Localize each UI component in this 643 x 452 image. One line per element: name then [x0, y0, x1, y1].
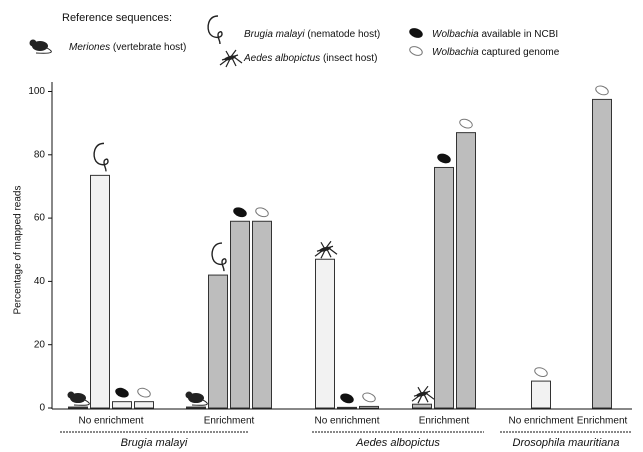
icon [30, 40, 52, 54]
icon-cell [340, 392, 355, 404]
legend-entry: Wolbachia available in NCBI [432, 29, 558, 40]
chart: Reference sequences: Percentage of mappe… [0, 0, 643, 452]
legend-note: (vertebrate host) [113, 42, 186, 53]
icon [437, 152, 452, 164]
icon-cell [534, 366, 549, 378]
bar [135, 402, 154, 408]
bar [360, 406, 379, 408]
icon-cell [437, 152, 452, 164]
icon [409, 27, 424, 39]
legend-entry: Brugia malayi (nematode host) [244, 29, 380, 40]
icon-worm [94, 143, 108, 171]
icon-cell [409, 27, 424, 39]
bar [316, 259, 335, 408]
bar [231, 221, 250, 408]
icon-worm [208, 16, 222, 44]
icon [186, 392, 208, 406]
x-tick-label: Enrichment [577, 416, 628, 427]
legend-note: (insect host) [323, 53, 377, 64]
legend-name: Brugia malayi [244, 29, 305, 40]
y-tick-label: 100 [28, 86, 45, 97]
icon [534, 366, 549, 378]
icon [459, 118, 474, 130]
icon-cell [137, 387, 152, 399]
icon-cell [362, 391, 377, 403]
legend-name: Wolbachia [432, 47, 479, 58]
bar [532, 381, 551, 408]
icon-cell [409, 45, 424, 57]
icon-head [186, 392, 193, 399]
bar [253, 221, 272, 408]
icon [68, 392, 90, 406]
y-axis-label: Percentage of mapped reads [13, 186, 24, 315]
legend-entry: Aedes albopictus (insect host) [243, 53, 377, 64]
group-label: Aedes albopictus [355, 437, 440, 449]
icon [595, 84, 610, 96]
icon-cell [595, 84, 610, 96]
legend-entry: Meriones (vertebrate host) [69, 42, 186, 53]
y-tick-label: 40 [34, 276, 46, 287]
group-label: Drosophila mauritiana [513, 437, 620, 449]
legend-name: Aedes albopictus [243, 53, 320, 64]
y-tick-label: 80 [34, 149, 46, 160]
x-tick-label: No enrichment [508, 416, 573, 427]
legend-title: Reference sequences: [62, 12, 172, 24]
x-tick-label: Enrichment [419, 416, 470, 427]
y-tick-label: 0 [39, 403, 45, 414]
icon [412, 386, 434, 403]
bar [338, 407, 357, 408]
x-tick-label: No enrichment [78, 416, 143, 427]
bar [435, 167, 454, 408]
bar [457, 133, 476, 408]
icon-cell [459, 118, 474, 130]
icon-head [30, 40, 37, 47]
legend-name: Wolbachia [432, 29, 479, 40]
legend-note: available in NCBI [481, 29, 558, 40]
bar [209, 275, 228, 408]
bar [91, 175, 110, 408]
legend-note: captured genome [481, 47, 559, 58]
y-tick-label: 20 [34, 339, 46, 350]
icon-cell [233, 206, 248, 218]
legend-name: Meriones [69, 42, 110, 53]
icon [137, 387, 152, 399]
icon [212, 243, 226, 271]
x-tick-label: No enrichment [314, 416, 379, 427]
legend-entry: Wolbachia captured genome [432, 47, 560, 58]
icon-cell [115, 387, 130, 399]
legend-note: (nematode host) [307, 29, 380, 40]
bar [113, 402, 132, 408]
bar [413, 404, 432, 408]
icon [362, 391, 377, 403]
icon [220, 50, 242, 67]
y-tick-label: 60 [34, 213, 46, 224]
icon-head [68, 392, 75, 399]
icon [94, 143, 108, 171]
icon-cell [255, 206, 270, 218]
icon [255, 206, 270, 218]
group-label: Brugia malayi [121, 437, 188, 449]
icon [409, 45, 424, 57]
icon [115, 387, 130, 399]
icon [340, 392, 355, 404]
icon [208, 16, 222, 44]
bar [69, 407, 88, 408]
icon-worm [212, 243, 226, 271]
bar [187, 407, 206, 408]
bar [593, 99, 612, 408]
icon [315, 241, 337, 258]
x-tick-label: Enrichment [204, 416, 255, 427]
icon [233, 206, 248, 218]
